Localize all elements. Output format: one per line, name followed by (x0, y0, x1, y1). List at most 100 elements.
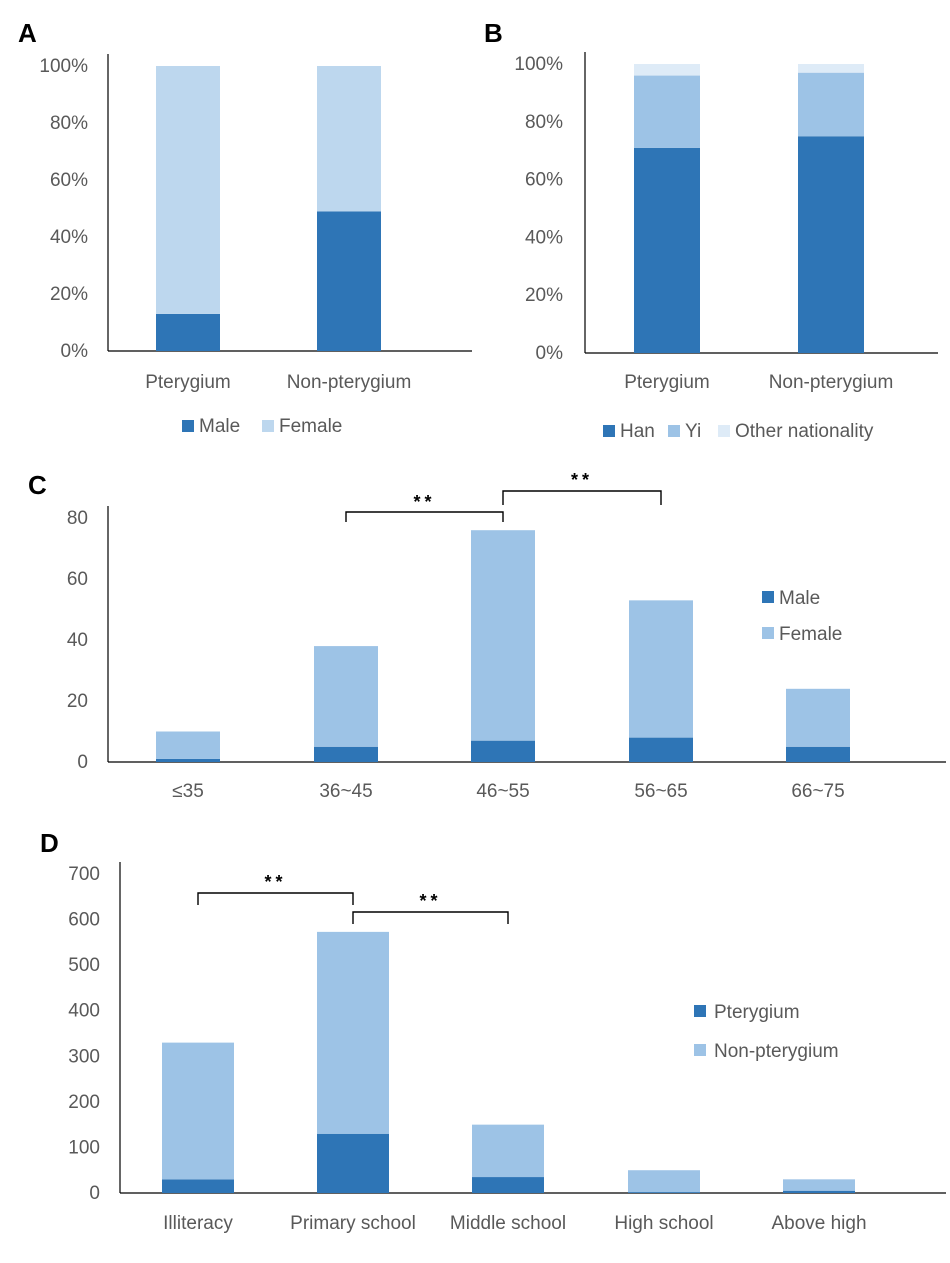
y-tick-label-a: 0% (61, 341, 89, 362)
legend-label-d: Pterygium (714, 1002, 800, 1023)
x-tick-label-d: High school (614, 1213, 713, 1234)
legend-swatch-a (262, 420, 274, 432)
y-tick-label-a: 40% (50, 227, 88, 248)
legend-label-b: Yi (685, 421, 701, 442)
y-tick-label-d: 300 (68, 1046, 100, 1067)
y-tick-label-d: 400 (68, 1001, 100, 1022)
y-tick-label-a: 80% (50, 113, 88, 134)
x-tick-label-c: 66~75 (791, 781, 844, 802)
bar-c-female (629, 600, 693, 738)
y-tick-label-b: 40% (525, 227, 563, 248)
panel-label-d: D (40, 828, 59, 858)
y-tick-label-c: 20 (67, 691, 88, 712)
bar-d-non-pterygium (162, 1042, 234, 1180)
chart-panel-b: 0% 20% 40% 60% 80% 100% Pterygium Non-pterygium… (514, 52, 938, 442)
legend-label-c: Male (779, 588, 820, 609)
panel-label-c: C (28, 470, 47, 500)
bar-d-pterygium (162, 1179, 234, 1193)
legend-swatch-c (762, 627, 774, 639)
bar-a-male (317, 211, 381, 351)
significance-label-d: ** (419, 891, 441, 911)
significance-bracket-d (352, 911, 509, 924)
x-tick-label-c: ≤35 (172, 781, 204, 802)
x-tick-label-c: 36~45 (319, 781, 372, 802)
bar-a-female (317, 66, 381, 212)
significance-bracket-c (345, 511, 504, 522)
y-tick-label-c: 40 (67, 630, 88, 651)
legend-label-d: Non-pterygium (714, 1041, 839, 1062)
bar-c-female (471, 530, 535, 741)
y-tick-label-d: 500 (68, 955, 100, 976)
y-tick-label-b: 60% (525, 170, 563, 191)
x-tick-label-c: 46~55 (476, 781, 529, 802)
significance-label-c: ** (413, 492, 435, 512)
bar-c-male (156, 758, 220, 762)
y-tick-label-b: 80% (525, 112, 563, 133)
y-tick-label-a: 100% (39, 56, 88, 77)
chart-panel-d: 0 100 200 300 400 500 600 700 Illiteracy Primary … (68, 862, 946, 1234)
x-tick-label-d: Illiteracy (163, 1213, 233, 1234)
legend-label-b: Other nationality (735, 421, 874, 442)
legend-swatch-b (603, 425, 615, 437)
bar-d-non-pterygium (783, 1179, 855, 1191)
y-tick-label-a: 20% (50, 284, 88, 305)
bar-b-yi (798, 72, 864, 137)
significance-bracket-d (197, 892, 354, 905)
y-tick-label-d: 700 (68, 864, 100, 885)
y-tick-label-c: 0 (77, 752, 88, 773)
legend-label-b: Han (620, 421, 655, 442)
bar-c-female (156, 731, 220, 759)
legend-label-a: Male (199, 416, 240, 437)
x-tick-label-b: Non-pterygium (769, 372, 894, 393)
bar-c-female (314, 646, 378, 747)
bar-b-other-nationality (798, 64, 864, 73)
chart-panel-c: 0 20 40 60 80 ≤35 36~45 46~55 56~65 66~75 Male Fema… (67, 470, 946, 802)
x-tick-label-a: Pterygium (145, 372, 231, 393)
y-tick-label-d: 0 (89, 1183, 100, 1204)
bar-b-han (798, 136, 864, 353)
significance-bracket-c (502, 490, 662, 505)
legend-swatch-a (182, 420, 194, 432)
bar-c-male (471, 740, 535, 762)
bar-c-male (786, 746, 850, 762)
bar-c-female (786, 688, 850, 747)
panel-label-a: A (18, 18, 37, 48)
bar-d-non-pterygium (317, 931, 389, 1134)
x-tick-label-d: Primary school (290, 1213, 416, 1234)
bar-d-pterygium (317, 1133, 389, 1193)
y-tick-label-b: 0% (536, 343, 564, 364)
panel-label-b: B (484, 18, 503, 48)
x-tick-label-b: Pterygium (624, 372, 710, 393)
x-tick-label-a: Non-pterygium (287, 372, 412, 393)
x-tick-label-c: 56~65 (634, 781, 687, 802)
bar-d-pterygium (472, 1177, 544, 1193)
y-tick-label-b: 20% (525, 285, 563, 306)
legend-swatch-c (762, 591, 774, 603)
y-tick-label-c: 60 (67, 569, 88, 590)
bar-c-male (629, 737, 693, 762)
legend-label-a: Female (279, 416, 342, 437)
y-tick-label-c: 80 (67, 508, 88, 529)
bar-d-non-pterygium (628, 1170, 700, 1193)
legend-swatch-b (718, 425, 730, 437)
bar-b-yi (634, 75, 700, 148)
bar-d-pterygium (628, 1192, 700, 1193)
bar-a-male (156, 313, 220, 351)
bar-b-other-nationality (634, 64, 700, 76)
y-tick-label-b: 100% (514, 54, 563, 75)
legend-swatch-d (694, 1005, 706, 1017)
chart-panel-a: 0% 20% 40% 60% 80% 100% Pterygium Non-pterygium… (39, 54, 472, 437)
bar-c-male (314, 746, 378, 762)
significance-label-d: ** (264, 872, 286, 892)
legend-swatch-b (668, 425, 680, 437)
y-tick-label-d: 100 (68, 1137, 100, 1158)
y-tick-label-a: 60% (50, 170, 88, 191)
x-tick-label-d: Middle school (450, 1213, 566, 1234)
bar-b-han (634, 147, 700, 353)
bar-a-female (156, 66, 220, 314)
legend-label-c: Female (779, 624, 842, 645)
bar-d-pterygium (783, 1190, 855, 1193)
legend-swatch-d (694, 1044, 706, 1056)
y-tick-label-d: 200 (68, 1092, 100, 1113)
